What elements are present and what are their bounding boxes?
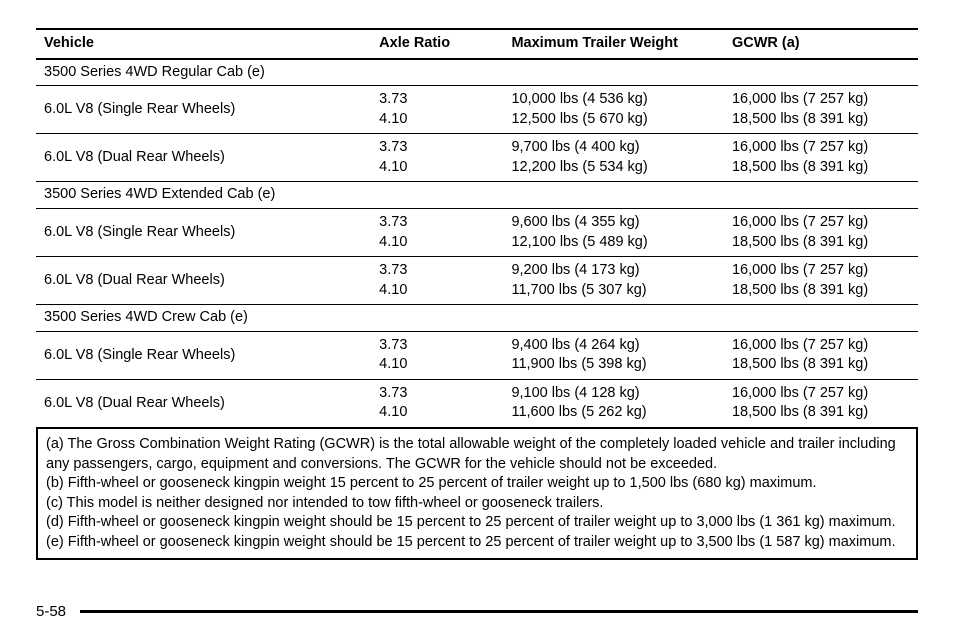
gcwr-cell: 16,000 lbs (7 257 kg) 18,500 lbs (8 391 … — [724, 134, 918, 182]
axle-value: 4.10 — [379, 111, 407, 127]
engine-cell: 6.0L V8 (Dual Rear Wheels) — [36, 134, 371, 182]
gcwr-value: 16,000 lbs (7 257 kg) — [732, 337, 868, 353]
mtw-cell: 9,100 lbs (4 128 kg) 11,600 lbs (5 262 k… — [503, 379, 724, 428]
engine-cell: 6.0L V8 (Dual Rear Wheels) — [36, 379, 371, 428]
mtw-cell: 9,200 lbs (4 173 kg) 11,700 lbs (5 307 k… — [503, 257, 724, 305]
axle-value: 3.73 — [379, 139, 407, 155]
gcwr-cell: 16,000 lbs (7 257 kg) 18,500 lbs (8 391 … — [724, 86, 918, 134]
gcwr-value: 18,500 lbs (8 391 kg) — [732, 111, 868, 127]
mtw-value: 12,100 lbs (5 489 kg) — [511, 234, 647, 250]
col-vehicle: Vehicle — [36, 29, 371, 59]
section-heading-row: 3500 Series 4WD Crew Cab (e) — [36, 305, 918, 332]
mtw-value: 11,700 lbs (5 307 kg) — [511, 282, 646, 298]
mtw-value: 9,400 lbs (4 264 kg) — [511, 337, 639, 353]
col-gcwr: GCWR (a) — [724, 29, 918, 59]
gcwr-value: 18,500 lbs (8 391 kg) — [732, 282, 868, 298]
axle-cell: 3.73 4.10 — [371, 86, 503, 134]
note-d: (d) Fifth-wheel or gooseneck kingpin wei… — [46, 513, 908, 533]
table-row: 6.0L V8 (Single Rear Wheels) 3.73 4.10 9… — [36, 208, 918, 256]
engine-cell: 6.0L V8 (Single Rear Wheels) — [36, 86, 371, 134]
note-b: (b) Fifth-wheel or gooseneck kingpin wei… — [46, 474, 908, 494]
axle-cell: 3.73 4.10 — [371, 379, 503, 428]
table-row: 6.0L V8 (Single Rear Wheels) 3.73 4.10 1… — [36, 86, 918, 134]
col-axle-ratio: Axle Ratio — [371, 29, 503, 59]
mtw-value: 11,600 lbs (5 262 kg) — [511, 404, 646, 420]
note-a: (a) The Gross Combination Weight Rating … — [46, 435, 908, 474]
note-e: (e) Fifth-wheel or gooseneck kingpin wei… — [46, 533, 908, 553]
page: Vehicle Axle Ratio Maximum Trailer Weigh… — [0, 0, 954, 638]
gcwr-value: 18,500 lbs (8 391 kg) — [732, 234, 868, 250]
axle-cell: 3.73 4.10 — [371, 331, 503, 379]
gcwr-value: 16,000 lbs (7 257 kg) — [732, 262, 868, 278]
gcwr-cell: 16,000 lbs (7 257 kg) 18,500 lbs (8 391 … — [724, 208, 918, 256]
axle-value: 4.10 — [379, 159, 407, 175]
note-c: (c) This model is neither designed nor i… — [46, 494, 908, 514]
axle-cell: 3.73 4.10 — [371, 134, 503, 182]
gcwr-value: 18,500 lbs (8 391 kg) — [732, 159, 868, 175]
table-row: 6.0L V8 (Single Rear Wheels) 3.73 4.10 9… — [36, 331, 918, 379]
notes-box: (a) The Gross Combination Weight Rating … — [36, 429, 918, 560]
table-row: 6.0L V8 (Dual Rear Wheels) 3.73 4.10 9,1… — [36, 379, 918, 428]
table-row: 6.0L V8 (Dual Rear Wheels) 3.73 4.10 9,2… — [36, 257, 918, 305]
mtw-value: 9,200 lbs (4 173 kg) — [511, 262, 639, 278]
gcwr-value: 18,500 lbs (8 391 kg) — [732, 356, 868, 372]
axle-value: 4.10 — [379, 404, 407, 420]
gcwr-cell: 16,000 lbs (7 257 kg) 18,500 lbs (8 391 … — [724, 379, 918, 428]
section-heading-row: 3500 Series 4WD Regular Cab (e) — [36, 59, 918, 86]
axle-value: 3.73 — [379, 337, 407, 353]
axle-value: 4.10 — [379, 282, 407, 298]
mtw-value: 9,100 lbs (4 128 kg) — [511, 385, 639, 401]
engine-cell: 6.0L V8 (Single Rear Wheels) — [36, 331, 371, 379]
gcwr-cell: 16,000 lbs (7 257 kg) 18,500 lbs (8 391 … — [724, 257, 918, 305]
table-header-row: Vehicle Axle Ratio Maximum Trailer Weigh… — [36, 29, 918, 59]
mtw-value: 12,200 lbs (5 534 kg) — [511, 159, 647, 175]
mtw-cell: 9,600 lbs (4 355 kg) 12,100 lbs (5 489 k… — [503, 208, 724, 256]
axle-value: 3.73 — [379, 385, 407, 401]
spec-table: Vehicle Axle Ratio Maximum Trailer Weigh… — [36, 28, 918, 429]
mtw-value: 11,900 lbs (5 398 kg) — [511, 356, 646, 372]
axle-cell: 3.73 4.10 — [371, 208, 503, 256]
gcwr-cell: 16,000 lbs (7 257 kg) 18,500 lbs (8 391 … — [724, 331, 918, 379]
mtw-value: 9,700 lbs (4 400 kg) — [511, 139, 639, 155]
page-footer: 5-58 — [36, 603, 918, 620]
section-title: 3500 Series 4WD Crew Cab (e) — [36, 305, 918, 332]
gcwr-value: 16,000 lbs (7 257 kg) — [732, 385, 868, 401]
gcwr-value: 16,000 lbs (7 257 kg) — [732, 214, 868, 230]
axle-value: 4.10 — [379, 356, 407, 372]
mtw-cell: 9,400 lbs (4 264 kg) 11,900 lbs (5 398 k… — [503, 331, 724, 379]
page-number: 5-58 — [36, 603, 66, 620]
engine-cell: 6.0L V8 (Dual Rear Wheels) — [36, 257, 371, 305]
mtw-value: 9,600 lbs (4 355 kg) — [511, 214, 639, 230]
engine-cell: 6.0L V8 (Single Rear Wheels) — [36, 208, 371, 256]
section-title: 3500 Series 4WD Extended Cab (e) — [36, 182, 918, 209]
table-row: 6.0L V8 (Dual Rear Wheels) 3.73 4.10 9,7… — [36, 134, 918, 182]
section-title: 3500 Series 4WD Regular Cab (e) — [36, 59, 918, 86]
axle-value: 3.73 — [379, 214, 407, 230]
gcwr-value: 18,500 lbs (8 391 kg) — [732, 404, 868, 420]
mtw-cell: 10,000 lbs (4 536 kg) 12,500 lbs (5 670 … — [503, 86, 724, 134]
gcwr-value: 16,000 lbs (7 257 kg) — [732, 91, 868, 107]
mtw-value: 10,000 lbs (4 536 kg) — [511, 91, 647, 107]
axle-cell: 3.73 4.10 — [371, 257, 503, 305]
axle-value: 4.10 — [379, 234, 407, 250]
mtw-value: 12,500 lbs (5 670 kg) — [511, 111, 647, 127]
col-max-trailer-weight: Maximum Trailer Weight — [503, 29, 724, 59]
axle-value: 3.73 — [379, 262, 407, 278]
mtw-cell: 9,700 lbs (4 400 kg) 12,200 lbs (5 534 k… — [503, 134, 724, 182]
footer-rule — [80, 610, 918, 613]
axle-value: 3.73 — [379, 91, 407, 107]
section-heading-row: 3500 Series 4WD Extended Cab (e) — [36, 182, 918, 209]
gcwr-value: 16,000 lbs (7 257 kg) — [732, 139, 868, 155]
